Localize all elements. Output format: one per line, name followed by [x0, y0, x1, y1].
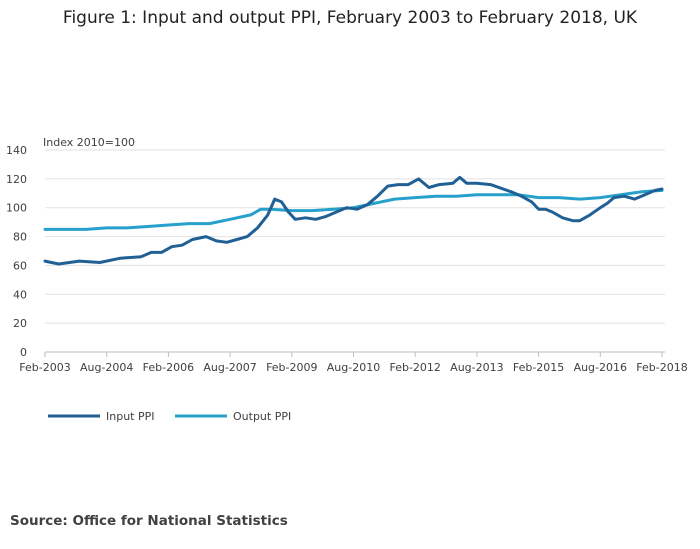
input-ppi-line	[43, 175, 664, 266]
x-tick-label: Aug-2013	[450, 361, 503, 374]
x-tick-label: Feb-2009	[266, 361, 317, 374]
y-tick-label: 140	[6, 144, 27, 157]
output-ppi-legend-label: Output PPI	[233, 410, 291, 423]
x-tick-label: Aug-2010	[327, 361, 380, 374]
input-ppi-legend-label: Input PPI	[106, 410, 155, 423]
x-tick-label: Aug-2016	[574, 361, 627, 374]
y-tick-label: 120	[6, 173, 27, 186]
y-tick-label: 100	[6, 202, 27, 215]
x-tick-label: Feb-2006	[143, 361, 194, 374]
x-axis: Feb-2003 Aug-2004 Feb-2006 Aug-2007 Feb-2009…	[19, 352, 688, 374]
y-tick-label: 80	[13, 231, 27, 244]
y-tick-label: 40	[13, 288, 27, 301]
x-tick-label: Feb-2015	[513, 361, 564, 374]
x-tick-label: Aug-2004	[80, 361, 133, 374]
x-tick-label: Feb-2018	[636, 361, 687, 374]
gridlines	[45, 149, 665, 353]
x-tick-label: Feb-2012	[389, 361, 440, 374]
y-axis: 0 20 40 60 80 100 120 140 Index 2010=100	[6, 136, 135, 359]
chart-title: Figure 1: Input and output PPI, February…	[62, 8, 638, 28]
y-tick-label: 20	[13, 317, 27, 330]
legend: Input PPI Output PPI	[48, 410, 291, 423]
series-lines	[43, 175, 664, 266]
y-tick-label: 0	[20, 346, 27, 359]
y-axis-label: Index 2010=100	[43, 136, 135, 149]
x-tick-label: Feb-2003	[19, 361, 70, 374]
source-note: Source: Office for National Statistics	[10, 513, 288, 529]
y-tick-label: 60	[13, 259, 27, 272]
x-tick-label: Aug-2007	[203, 361, 256, 374]
